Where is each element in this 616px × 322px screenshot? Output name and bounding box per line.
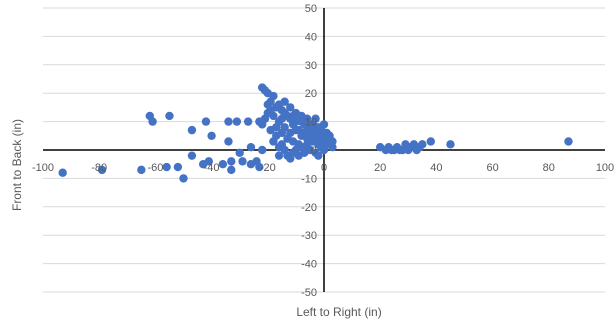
data-point <box>238 157 247 166</box>
data-point <box>187 151 197 160</box>
x-tick-label: 20 <box>374 162 386 174</box>
data-point <box>274 151 284 160</box>
x-tick-label: 40 <box>430 162 442 174</box>
data-point <box>280 123 289 132</box>
data-point <box>235 148 244 158</box>
y-tick-label: 20 <box>305 88 317 100</box>
data-point <box>204 157 213 166</box>
data-point <box>286 103 295 112</box>
data-point <box>446 140 455 149</box>
y-tick-label: 40 <box>305 31 317 43</box>
x-axis-title: Left to Right (in) <box>296 305 381 319</box>
data-point <box>263 100 272 109</box>
y-tick-label: -40 <box>301 259 317 271</box>
data-point <box>224 117 233 126</box>
x-tick-label: -60 <box>147 162 163 174</box>
data-point <box>257 145 267 155</box>
data-point <box>319 137 329 146</box>
y-tick-label: -20 <box>301 202 317 214</box>
data-point <box>280 97 289 106</box>
data-point <box>162 162 171 172</box>
x-tick-label: -100 <box>32 162 54 174</box>
data-point <box>227 165 236 175</box>
data-point <box>288 120 298 129</box>
data-point <box>224 137 233 146</box>
data-point <box>246 142 256 152</box>
data-point <box>187 125 197 135</box>
data-point <box>243 117 253 126</box>
data-point <box>165 111 174 121</box>
x-tick-label: 100 <box>596 162 614 174</box>
data-point <box>97 165 107 175</box>
y-tick-label: 30 <box>305 60 317 72</box>
x-tick-label: 60 <box>486 162 498 174</box>
data-points <box>58 83 573 183</box>
y-tick-label: -30 <box>301 230 317 242</box>
data-point <box>179 174 188 183</box>
data-point <box>269 91 278 101</box>
data-point <box>319 120 329 129</box>
x-tick-label: -20 <box>260 162 276 174</box>
data-point <box>277 114 287 123</box>
y-tick-label: -50 <box>301 287 317 299</box>
x-tick-label: -80 <box>91 162 107 174</box>
data-point <box>255 162 264 172</box>
data-point <box>173 162 183 172</box>
data-point <box>137 165 146 175</box>
data-point <box>302 114 312 123</box>
data-point <box>272 131 281 140</box>
tick-labels: -100 -80 -60 -40 -20 0 20 40 60 80 100-50-40-30-20… <box>32 3 614 299</box>
y-tick-label: 10 <box>305 117 317 129</box>
data-point <box>232 117 242 126</box>
y-tick-label: 50 <box>305 3 317 15</box>
data-point <box>274 142 284 152</box>
x-tick-label: 80 <box>543 162 555 174</box>
x-tick-label: 0 <box>321 162 327 174</box>
data-point <box>418 140 427 149</box>
x-tick-label: -40 <box>204 162 220 174</box>
data-point <box>58 168 67 177</box>
data-point <box>328 137 337 146</box>
data-point <box>207 131 216 140</box>
data-point <box>564 137 573 146</box>
data-point <box>300 128 309 138</box>
y-tick-label: 0 <box>311 145 317 157</box>
y-tick-label: -10 <box>301 173 317 185</box>
data-point <box>201 117 211 126</box>
data-point <box>314 151 323 160</box>
data-point <box>300 148 309 158</box>
y-axis-title: Front to Back (in) <box>10 119 24 211</box>
data-point <box>218 160 228 169</box>
data-point <box>426 137 435 146</box>
data-point <box>227 157 236 166</box>
data-point <box>311 134 320 143</box>
data-point <box>148 117 157 126</box>
data-point <box>311 114 320 123</box>
